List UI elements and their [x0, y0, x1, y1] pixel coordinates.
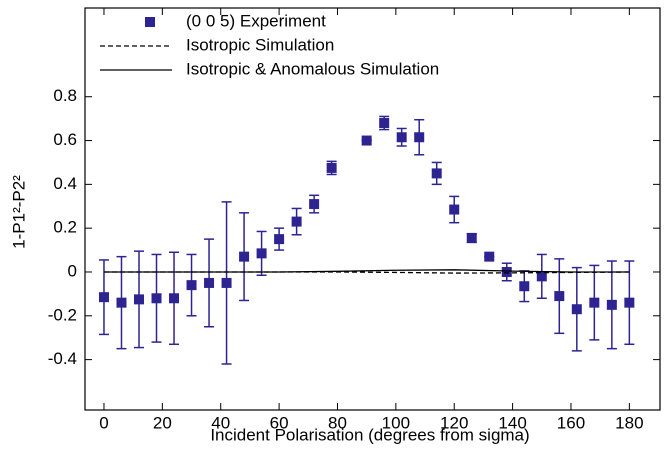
data-point — [221, 277, 232, 288]
data-point — [624, 297, 635, 308]
x-tick-label: 60 — [270, 413, 289, 432]
x-axis-label: Incident Polarisation (degrees from sigm… — [210, 425, 529, 444]
y-tick-label: 0.6 — [53, 130, 77, 149]
y-axis-label: 1-P1²-P2² — [9, 175, 28, 249]
data-point — [98, 292, 109, 303]
data-point — [554, 291, 565, 302]
y-tick-label: 0 — [68, 261, 77, 280]
simulation-line — [103, 269, 630, 273]
data-point — [396, 132, 407, 143]
data-point — [151, 293, 162, 304]
y-tick-label: 0.2 — [53, 218, 77, 237]
data-point — [484, 251, 495, 262]
data-point — [186, 280, 197, 291]
data-point — [204, 277, 215, 288]
x-tick-label: 180 — [615, 413, 643, 432]
data-point — [379, 118, 390, 129]
x-tick-label: 0 — [99, 413, 108, 432]
data-point — [501, 266, 512, 277]
data-point — [256, 248, 267, 259]
x-tick-label: 80 — [328, 413, 347, 432]
legend-marker — [145, 17, 155, 27]
data-point — [169, 293, 180, 304]
x-tick-label: 20 — [153, 413, 172, 432]
data-point — [239, 251, 250, 262]
x-tick-label: 40 — [211, 413, 230, 432]
x-tick-label: 160 — [557, 413, 585, 432]
legend-label: Isotropic & Anomalous Simulation — [186, 59, 439, 78]
data-point — [606, 299, 617, 310]
data-point — [571, 304, 582, 315]
y-tick-label: 0.4 — [53, 174, 77, 193]
data-point — [466, 233, 477, 244]
data-point — [536, 271, 547, 282]
data-point — [519, 281, 530, 292]
data-point — [274, 234, 285, 245]
x-tick-label: 100 — [382, 413, 410, 432]
legend-label: Isotropic Simulation — [186, 35, 334, 54]
data-point — [309, 199, 320, 210]
x-tick-label: 120 — [440, 413, 468, 432]
data-point — [449, 204, 460, 215]
data-point — [431, 168, 442, 179]
data-point — [116, 297, 127, 308]
data-point — [133, 294, 144, 305]
x-tick-label: 140 — [498, 413, 526, 432]
y-tick-label: -0.4 — [48, 349, 77, 368]
plot-frame — [84, 7, 661, 411]
y-tick-label: 0.8 — [53, 86, 77, 105]
data-point — [361, 135, 372, 146]
data-point — [414, 132, 425, 143]
data-point — [326, 162, 337, 173]
y-tick-label: -0.2 — [48, 305, 77, 324]
legend-label: (0 0 5) Experiment — [186, 11, 326, 30]
data-point — [589, 297, 600, 308]
data-point — [291, 216, 302, 227]
